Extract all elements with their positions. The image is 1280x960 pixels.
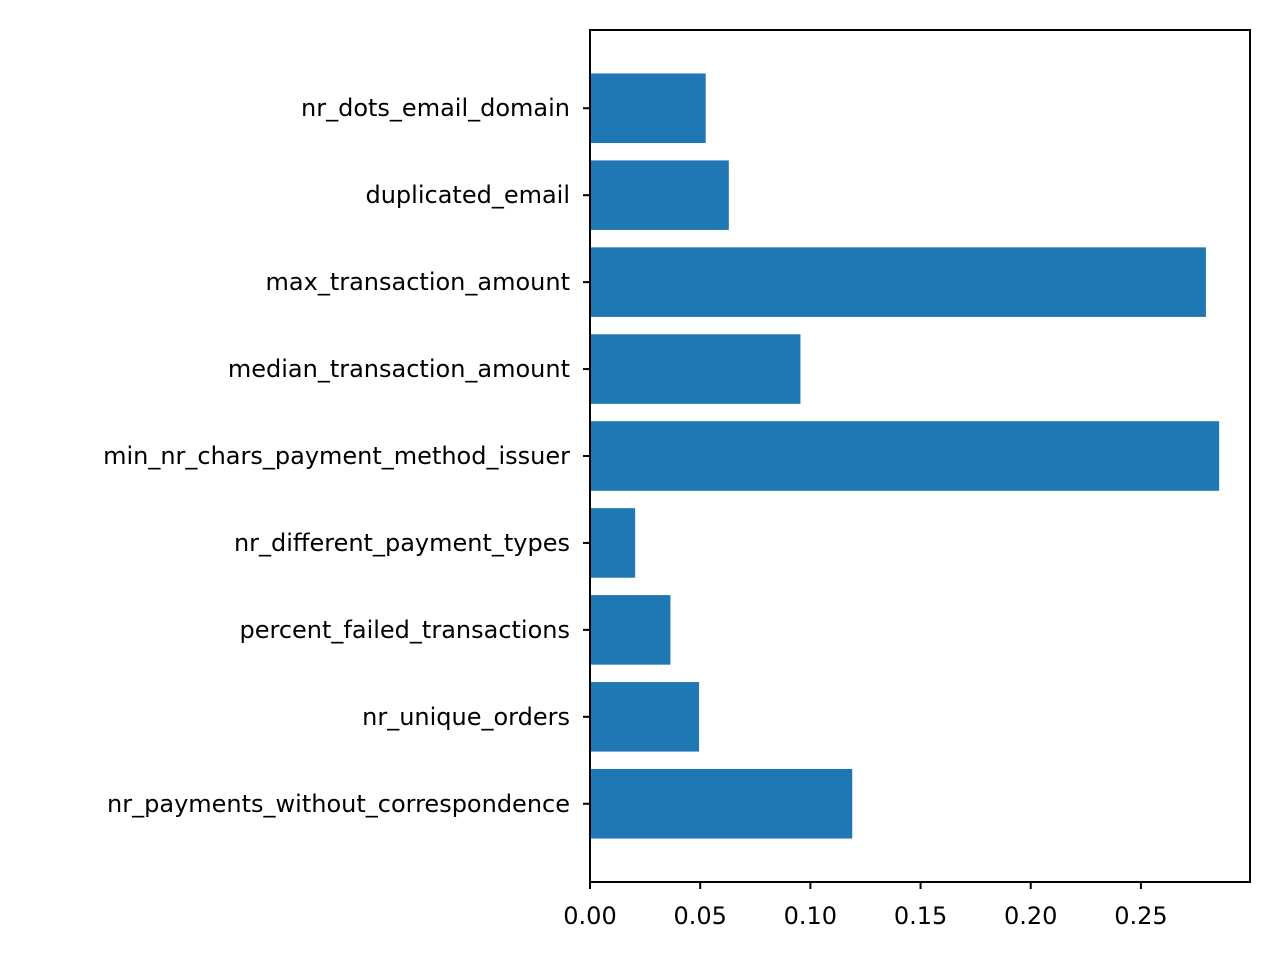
- x-tick-label: 0.00: [563, 902, 616, 930]
- y-tick-label: median_transaction_amount: [228, 355, 570, 383]
- bar-max-transaction-amount: [590, 247, 1206, 317]
- y-tick-label: duplicated_email: [365, 181, 570, 209]
- y-tick-label: min_nr_chars_payment_method_issuer: [103, 442, 570, 470]
- bar-nr-payments-without-correspondence: [590, 768, 853, 839]
- bar-nr-different-payment-types: [590, 508, 636, 578]
- bar-duplicated-email: [590, 160, 729, 230]
- y-tick-label: nr_different_payment_types: [234, 529, 570, 557]
- bar-min-nr-chars-payment-method-issuer: [590, 421, 1220, 491]
- y-tick-label: max_transaction_amount: [266, 268, 570, 296]
- y-tick-label: nr_dots_email_domain: [301, 94, 570, 122]
- bars-group: [590, 73, 1220, 839]
- x-tick-label: 0.15: [894, 902, 947, 930]
- x-tick-label: 0.20: [1004, 902, 1057, 930]
- bar-median-transaction-amount: [590, 334, 801, 404]
- bar-percent-failed-transactions: [590, 595, 671, 665]
- plot-frame: [589, 29, 1251, 883]
- bar-nr-unique-orders: [590, 682, 700, 752]
- x-tick-label: 0.25: [1114, 902, 1167, 930]
- x-tick-label: 0.05: [673, 902, 726, 930]
- x-axis-ticks: 0.00 0.05 0.10 0.15 0.20 0.25: [563, 882, 1168, 930]
- y-axis-ticks: nr_payments_without_correspondence nr_uni…: [103, 94, 590, 818]
- y-tick-label: nr_unique_orders: [362, 703, 570, 731]
- bar-nr-dots-email-domain: [590, 73, 706, 144]
- x-tick-label: 0.10: [784, 902, 837, 930]
- y-tick-label: percent_failed_transactions: [240, 616, 571, 644]
- y-tick-label: nr_payments_without_correspondence: [107, 790, 570, 818]
